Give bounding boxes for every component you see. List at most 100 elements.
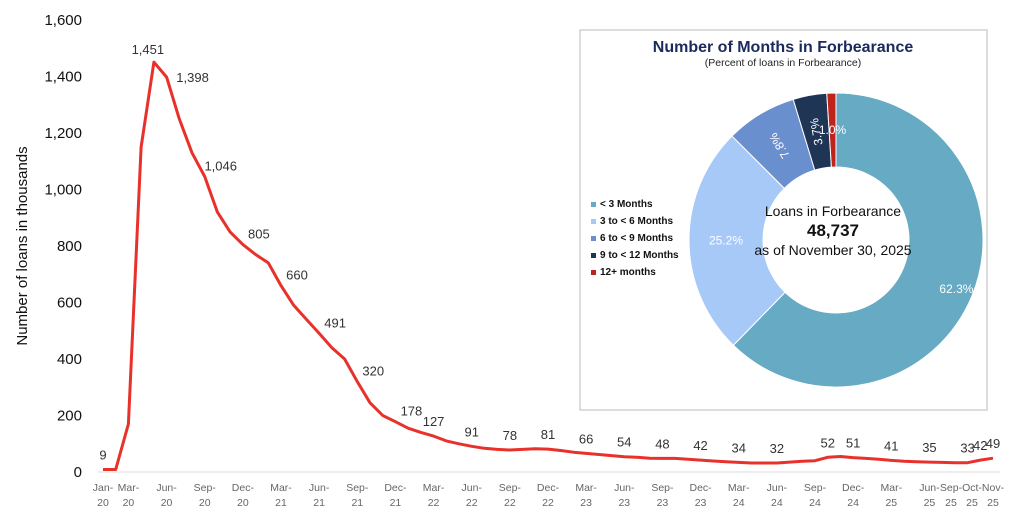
x-tick-label: 23: [657, 497, 669, 509]
legend-label: 3 to < 6 Months: [600, 216, 674, 227]
y-tick-label: 200: [57, 408, 82, 425]
x-tick-label: Dec-: [689, 482, 712, 494]
x-tick-label: Mar-: [575, 482, 597, 494]
x-tick-label: 22: [466, 497, 478, 509]
x-tick-label: 22: [542, 497, 554, 509]
x-tick-label: Mar-: [118, 482, 140, 494]
x-tick-label: 24: [733, 497, 745, 509]
data-label: 81: [541, 427, 555, 442]
data-label: 34: [731, 440, 745, 455]
center-total: 48,737: [807, 221, 859, 240]
pie-slice: [732, 92, 984, 388]
x-tick-label: Mar-: [728, 482, 750, 494]
data-label: 491: [324, 315, 346, 330]
data-label: 805: [248, 227, 270, 242]
data-label: 91: [464, 424, 478, 439]
x-tick-label: 23: [695, 497, 707, 509]
data-label: 49: [986, 436, 1000, 451]
x-tick-label: Dec-: [384, 482, 407, 494]
x-tick-label: Dec-: [232, 482, 255, 494]
x-tick-label: 20: [97, 497, 109, 509]
y-tick-label: 400: [57, 351, 82, 368]
data-label: 1,398: [176, 70, 209, 85]
x-tick-label: Sep-: [194, 482, 217, 494]
y-tick-label: 600: [57, 295, 82, 312]
data-label: 51: [846, 436, 860, 451]
y-tick-label: 1,200: [44, 125, 82, 142]
pie-slice: [688, 135, 786, 346]
pie-slice-label: 1.0%: [819, 123, 847, 137]
data-label: 42: [693, 438, 707, 453]
x-tick-label: 22: [504, 497, 516, 509]
data-label: 52: [820, 435, 834, 450]
pie-slice: [826, 92, 837, 168]
x-tick-label: 24: [809, 497, 821, 509]
x-tick-label: Oct-: [962, 482, 982, 494]
x-tick-label: Jun-: [614, 482, 635, 494]
data-label: 32: [770, 441, 784, 456]
data-label: 320: [362, 364, 384, 379]
x-tick-label: 20: [123, 497, 135, 509]
x-tick-label: Jun-: [156, 482, 177, 494]
data-label: 178: [401, 404, 423, 419]
legend-swatch: [591, 219, 596, 224]
x-tick-label: Dec-: [842, 482, 865, 494]
x-tick-label: 21: [351, 497, 363, 509]
x-tick-label: 21: [313, 497, 325, 509]
x-tick-label: 22: [428, 497, 440, 509]
legend-label: 9 to < 12 Months: [600, 250, 679, 261]
x-tick-label: Mar-: [880, 482, 902, 494]
x-tick-label: Sep-: [499, 482, 522, 494]
x-tick-label: Sep-: [651, 482, 674, 494]
data-label: 42: [973, 438, 987, 453]
data-label: 33: [960, 441, 974, 456]
legend-label: 6 to < 9 Months: [600, 233, 674, 244]
x-tick-label: 25: [966, 497, 978, 509]
data-label: 78: [503, 428, 517, 443]
data-label: 1,046: [204, 159, 237, 174]
x-tick-label: 24: [847, 497, 859, 509]
legend-swatch: [591, 270, 596, 275]
pie-subtitle: (Percent of loans in Forbearance): [705, 57, 861, 69]
y-tick-label: 800: [57, 238, 82, 255]
x-tick-label: 25: [885, 497, 897, 509]
x-tick-label: Sep-: [940, 482, 963, 494]
y-tick-label: 0: [74, 464, 82, 481]
data-label: 41: [884, 438, 898, 453]
data-label: 48: [655, 436, 669, 451]
x-tick-label: Nov-: [982, 482, 1005, 494]
x-tick-label: 20: [161, 497, 173, 509]
x-tick-label: Sep-: [346, 482, 369, 494]
y-tick-label: 1,600: [44, 12, 82, 29]
x-tick-label: Jun-: [461, 482, 482, 494]
x-tick-label: Jan-: [93, 482, 114, 494]
center-date: as of November 30, 2025: [754, 242, 911, 258]
x-tick-label: Mar-: [423, 482, 445, 494]
x-tick-label: 21: [275, 497, 287, 509]
x-tick-label: Dec-: [537, 482, 560, 494]
data-label: 127: [423, 414, 445, 429]
legend-swatch: [591, 202, 596, 207]
data-label: 54: [617, 435, 631, 450]
x-tick-label: 25: [945, 497, 957, 509]
pie-slice-label: 62.3%: [939, 282, 973, 296]
data-label: 66: [579, 431, 593, 446]
x-tick-label: Jun-: [919, 482, 940, 494]
legend-label: 12+ months: [600, 267, 656, 278]
x-tick-label: Jun-: [309, 482, 330, 494]
line-chart: 0 200 400 600 800 1,000 1,200 1,400 1,600 Number …: [14, 12, 1005, 509]
x-tick-label: Mar-: [270, 482, 292, 494]
legend-swatch: [591, 236, 596, 241]
x-tick-label: 25: [924, 497, 936, 509]
legend-label: < 3 Months: [600, 199, 653, 210]
x-tick-label: 23: [580, 497, 592, 509]
y-tick-label: 1,000: [44, 182, 82, 199]
x-tick-label: 20: [199, 497, 211, 509]
legend-swatch: [591, 253, 596, 258]
x-tick-label: 23: [618, 497, 630, 509]
x-tick-label: 20: [237, 497, 249, 509]
x-tick-label: 25: [987, 497, 999, 509]
pie-slice-label: 25.2%: [709, 234, 743, 248]
